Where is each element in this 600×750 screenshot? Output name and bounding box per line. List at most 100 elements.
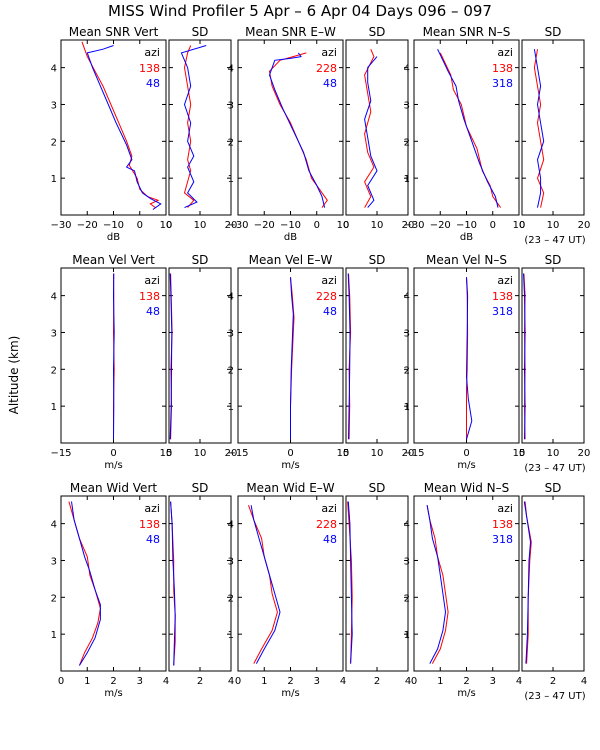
legend-entry: 318	[492, 305, 513, 318]
panel-title: SD	[545, 481, 562, 495]
x-tick-label: 2	[550, 676, 556, 687]
y-tick-label: 1	[228, 630, 234, 641]
series-line-48	[169, 273, 173, 440]
x-tick-label: 20	[402, 220, 415, 231]
x-tick-label: 4	[340, 676, 346, 687]
y-tick-label: 3	[51, 100, 57, 111]
y-tick-label: 2	[404, 137, 410, 148]
y-tick-label: 2	[228, 137, 234, 148]
figure-title: MISS Wind Profiler 5 Apr – 6 Apr 04 Days…	[108, 2, 492, 20]
panel-6: SD 0 10 20 (23 – 47 UT)	[519, 25, 591, 246]
x-tick-label: 4	[405, 676, 411, 687]
y-tick-label: 3	[228, 556, 234, 567]
x-tick-label: 3	[490, 676, 496, 687]
legend-header: azi	[321, 46, 337, 59]
x-tick-label: 2	[197, 676, 203, 687]
x-tick-label: 0	[137, 220, 143, 231]
y-tick-label: 3	[404, 328, 410, 339]
panel-title: SD	[369, 481, 386, 495]
legend-header: azi	[144, 46, 160, 59]
x-tick-label: 20	[402, 448, 415, 459]
y-tick-label: 2	[51, 137, 57, 148]
panel-title: SD	[369, 253, 386, 267]
x-tick-label: 0	[343, 220, 349, 231]
time-range-note: (23 – 47 UT)	[524, 235, 585, 246]
x-tick-label: 4	[228, 676, 234, 687]
y-tick-label: 1	[228, 402, 234, 413]
y-tick-label: 3	[404, 100, 410, 111]
x-tick-label: 10	[547, 220, 560, 231]
x-axis-label: m/s	[457, 460, 475, 471]
legend-header: azi	[321, 274, 337, 287]
y-tick-label: 2	[51, 365, 57, 376]
legend-entry: 138	[139, 518, 160, 531]
x-tick-label: 20	[225, 220, 238, 231]
x-tick-label: 0	[314, 220, 320, 231]
x-tick-label: 0	[519, 220, 525, 231]
x-tick-label: 0	[519, 448, 525, 459]
x-tick-label: 1	[261, 676, 267, 687]
panel-title: SD	[545, 25, 562, 39]
x-tick-label: 10	[371, 448, 384, 459]
legend-entry: 228	[316, 290, 337, 303]
x-tick-label: 20	[225, 448, 238, 459]
y-tick-label: 3	[51, 556, 57, 567]
x-tick-label: 10	[194, 220, 207, 231]
x-tick-label: 15	[337, 448, 350, 459]
x-tick-label: −20	[430, 220, 451, 231]
y-tick-label: 1	[51, 402, 57, 413]
x-tick-label: 10	[371, 220, 384, 231]
legend-entry: 48	[323, 77, 337, 90]
panel-frame	[521, 267, 585, 444]
panel-4: SD 0 10 20	[343, 25, 415, 231]
y-tick-label: 1	[404, 630, 410, 641]
legend-entry: 318	[492, 533, 513, 546]
panel-frame	[168, 267, 232, 444]
x-tick-label: 4	[163, 676, 169, 687]
x-tick-label: 0	[411, 676, 417, 687]
legend-entry: 138	[492, 62, 513, 75]
panel-title: SD	[369, 25, 386, 39]
legend-entry: 48	[146, 77, 160, 90]
panel-title: Mean SNR Vert	[69, 25, 159, 39]
panel-frame	[521, 39, 585, 216]
y-tick-label: 3	[404, 556, 410, 567]
x-tick-label: −30	[403, 220, 424, 231]
panel-frame	[168, 39, 232, 216]
panel-title: SD	[192, 253, 209, 267]
series-line-48	[170, 501, 176, 666]
panel-title: Mean Vel N–S	[426, 253, 507, 267]
y-tick-label: 1	[51, 630, 57, 641]
panel-13: Mean Wid Vert 1 2 3 4 0 1 2 3 4 m/s azi 138 48	[51, 481, 170, 699]
legend-header: azi	[144, 502, 160, 515]
y-tick-label: 1	[51, 174, 57, 185]
panel-title: SD	[192, 481, 209, 495]
panel-title: Mean SNR E–W	[245, 25, 336, 39]
panel-frame	[345, 495, 409, 672]
panel-title: Mean Wid E–W	[246, 481, 334, 495]
x-tick-label: 0	[287, 448, 293, 459]
y-tick-label: 4	[228, 292, 234, 303]
panel-title: Mean Wid Vert	[70, 481, 157, 495]
y-tick-label: 2	[404, 593, 410, 604]
x-axis-label: dB	[460, 232, 473, 243]
y-tick-label: 1	[404, 402, 410, 413]
series-line-138	[68, 501, 101, 666]
y-tick-label: 4	[404, 292, 410, 303]
x-tick-label: 1	[84, 676, 90, 687]
legend-entry: 48	[146, 305, 160, 318]
panel-title: Mean SNR N–S	[423, 25, 511, 39]
series-line-48	[180, 45, 207, 209]
series-line-318	[533, 49, 545, 208]
legend-entry: 138	[139, 290, 160, 303]
series-line-228	[248, 505, 278, 664]
legend-entry: 48	[323, 533, 337, 546]
x-tick-label: 0	[463, 448, 469, 459]
series-line-228	[268, 52, 328, 208]
